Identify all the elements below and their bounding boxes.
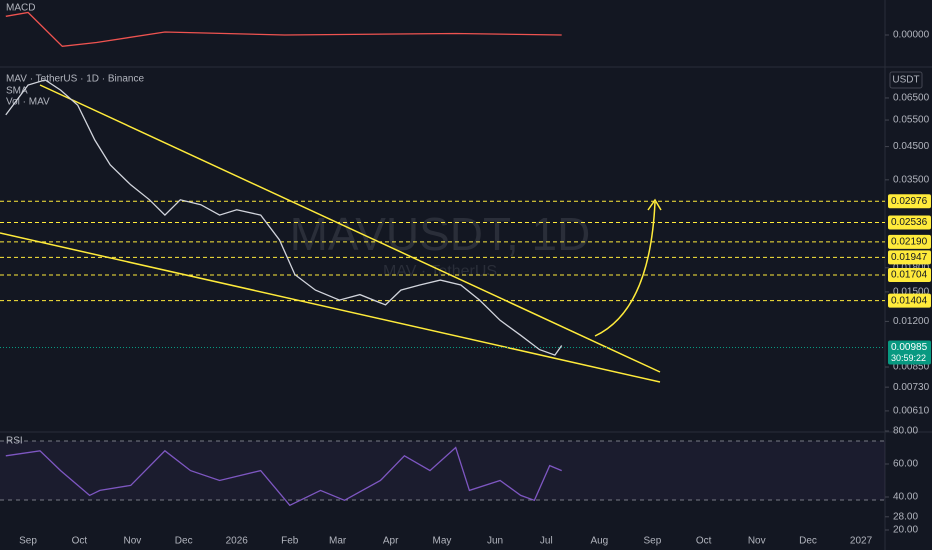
x-tick-label: May [433, 536, 452, 547]
level-label: 0.02536 [891, 217, 928, 228]
y-tick-label: 20.00 [893, 525, 918, 536]
y-tick-label: 0.01800 [893, 262, 930, 273]
level-box [888, 293, 931, 308]
x-tick-label: Apr [383, 536, 399, 547]
x-tick-label: Oct [696, 536, 712, 547]
y-tick-label: 0.05500 [893, 115, 930, 126]
level-label: 0.01404 [891, 295, 928, 306]
trendlines [0, 84, 662, 383]
watermark: MAVUSDT, 1D [290, 208, 591, 260]
level-label: 0.02190 [891, 236, 928, 247]
y-tick-label: 0.04500 [893, 141, 930, 152]
level-label: 0.01704 [891, 270, 928, 281]
main-title: MAV · TetherUS · 1D · Binance [6, 74, 144, 85]
level-box [888, 268, 931, 283]
upper-trendline [39, 84, 661, 373]
x-tick-label: Sep [643, 536, 661, 547]
x-tick-label: 2027 [850, 536, 873, 547]
arrow-head [647, 198, 662, 211]
x-tick-label: Nov [123, 536, 141, 547]
x-tick-label: Oct [72, 536, 88, 547]
target-arrow [594, 201, 656, 337]
indicator-label: Vol · MAV [6, 97, 50, 108]
x-tick-label: Jul [540, 536, 553, 547]
last-price-box [888, 340, 931, 365]
series-line [5, 11, 562, 47]
x-tick-label: Sep [19, 536, 37, 547]
last-price-label: 0.00985 [891, 342, 928, 353]
x-tick-label: Jun [487, 536, 503, 547]
y-tick-label: 40.00 [893, 492, 918, 503]
series-line [5, 79, 563, 356]
level-label: 0.02976 [891, 196, 928, 207]
y-tick-label: 0.00000 [893, 30, 930, 41]
y-tick-label: 0.00850 [893, 362, 930, 373]
y-tick-label: 0.06500 [893, 93, 930, 104]
countdown: 30:59:22 [891, 353, 926, 363]
rsi-band [0, 441, 885, 500]
y-tick-label: 80.00 [893, 426, 918, 437]
level-box [888, 215, 931, 230]
y-tick-label: 0.00730 [893, 382, 930, 393]
y-tick-label: 0.01200 [893, 316, 930, 327]
x-tick-label: Aug [590, 536, 608, 547]
x-tick-label: 2026 [226, 536, 249, 547]
rsi-title: RSI [6, 436, 23, 447]
y-tick-label: 28.00 [893, 511, 918, 522]
level-box [888, 194, 931, 209]
y-tick-label: 0.00610 [893, 406, 930, 417]
x-tick-label: Dec [799, 536, 817, 547]
level-label: 0.01947 [891, 252, 928, 263]
lower-trendline [0, 232, 661, 383]
level-box [888, 234, 931, 249]
x-tick-label: Mar [329, 536, 347, 547]
x-tick-label: Dec [175, 536, 193, 547]
indicator-label: SMA [6, 86, 28, 97]
level-box [888, 250, 931, 265]
currency-box [889, 71, 923, 89]
currency: USDT [892, 75, 919, 86]
series-line [5, 446, 562, 507]
y-tick-label: 60.00 [893, 459, 918, 470]
y-tick-label: 0.01500 [893, 287, 930, 298]
macd-title: MACD [6, 3, 35, 14]
x-tick-label: Feb [281, 536, 299, 547]
watermark-sub: MAV · TetherUS [383, 263, 497, 280]
x-tick-label: Nov [748, 536, 766, 547]
y-tick-label: 0.03500 [893, 174, 930, 185]
